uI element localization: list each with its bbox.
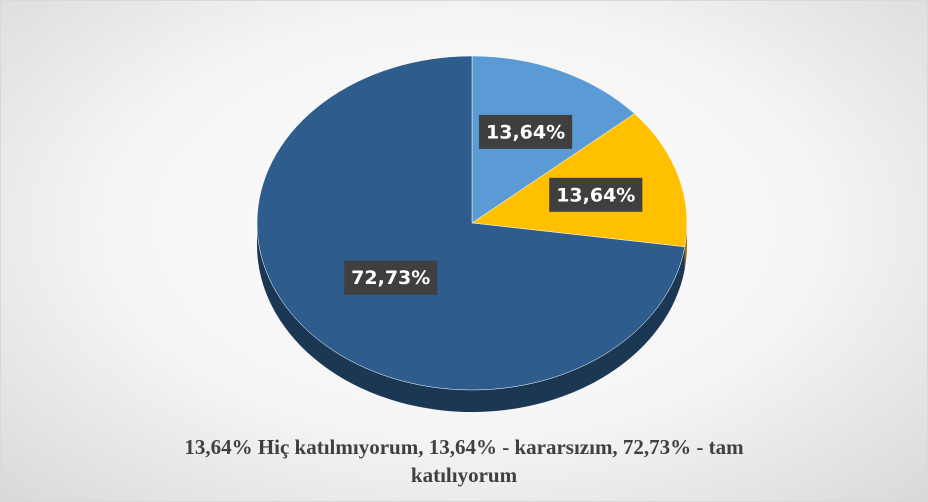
caption: 13,64% Hiç katılmıyorum, 13,64% - karars… — [184, 435, 744, 487]
pie-area: 13,64% 13,64% 72,73% — [256, 55, 688, 412]
label-box — [549, 177, 643, 212]
label-box — [479, 114, 573, 149]
pie-slice — [256, 55, 686, 391]
data-label: 72,73% — [351, 267, 430, 289]
data-label: 13,64% — [486, 121, 565, 143]
pie-side — [684, 223, 687, 269]
data-label: 13,64% — [556, 184, 635, 206]
label-box — [344, 260, 438, 295]
